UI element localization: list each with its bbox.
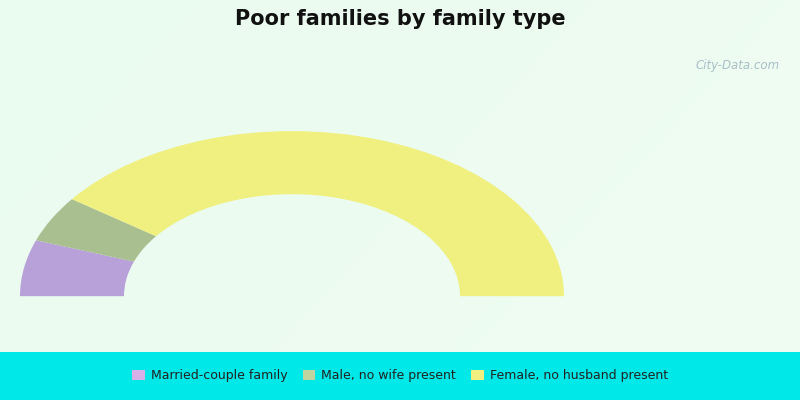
Wedge shape (72, 131, 564, 296)
Text: Poor families by family type: Poor families by family type (234, 9, 566, 29)
Wedge shape (20, 240, 134, 296)
Text: City-Data.com: City-Data.com (696, 60, 780, 72)
Wedge shape (36, 199, 156, 262)
Legend: Married-couple family, Male, no wife present, Female, no husband present: Married-couple family, Male, no wife pre… (127, 364, 673, 388)
